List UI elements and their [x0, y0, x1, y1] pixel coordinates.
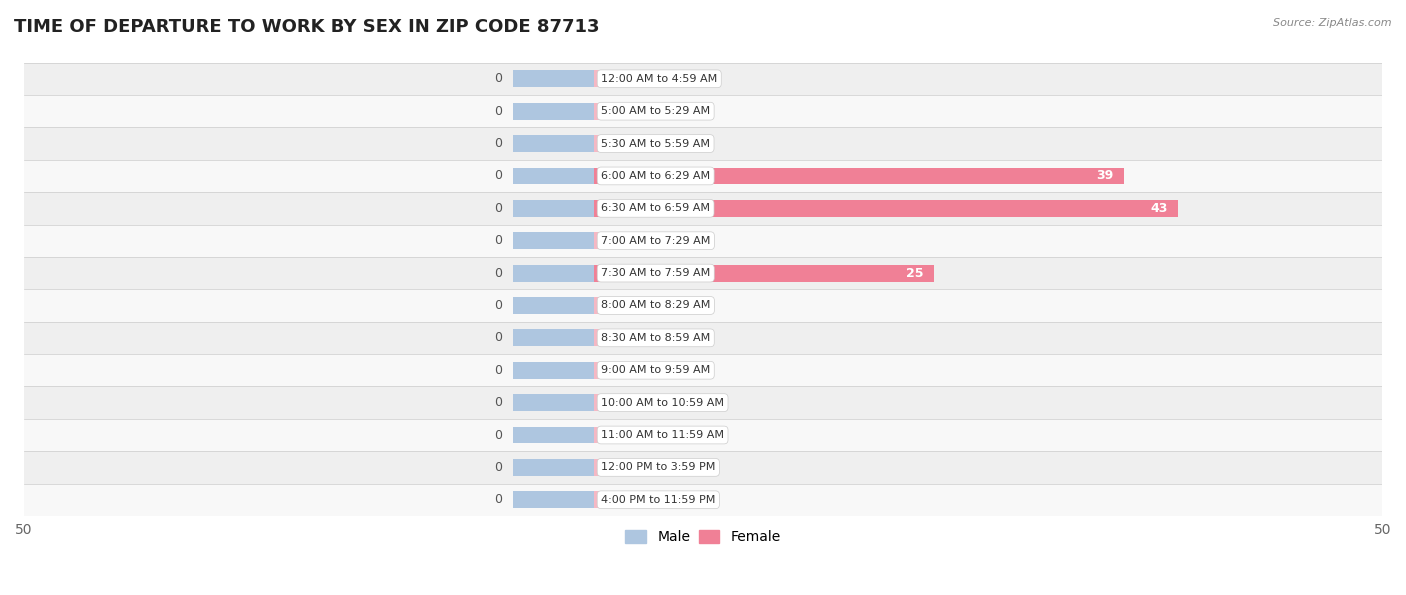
Text: 0: 0 — [494, 267, 502, 280]
Text: 0: 0 — [494, 234, 502, 247]
Text: 39: 39 — [1097, 170, 1114, 183]
Text: 0: 0 — [666, 137, 675, 150]
Bar — [513, 459, 595, 476]
Bar — [595, 491, 655, 508]
Bar — [595, 168, 1125, 184]
Bar — [595, 265, 934, 281]
Text: 0: 0 — [666, 493, 675, 506]
Bar — [513, 103, 595, 120]
Text: 0: 0 — [666, 428, 675, 441]
Text: 0: 0 — [494, 105, 502, 118]
Bar — [595, 297, 655, 314]
Bar — [595, 394, 655, 411]
Text: 6:30 AM to 6:59 AM: 6:30 AM to 6:59 AM — [602, 203, 710, 214]
Text: 7:00 AM to 7:29 AM: 7:00 AM to 7:29 AM — [602, 236, 710, 246]
Bar — [513, 330, 595, 346]
Text: 0: 0 — [494, 137, 502, 150]
Bar — [595, 200, 1178, 217]
Bar — [24, 224, 1382, 257]
Bar — [595, 232, 655, 249]
Text: 0: 0 — [494, 428, 502, 441]
Text: 5:00 AM to 5:29 AM: 5:00 AM to 5:29 AM — [602, 106, 710, 116]
Text: 7:30 AM to 7:59 AM: 7:30 AM to 7:59 AM — [602, 268, 710, 278]
Bar — [595, 330, 655, 346]
Text: 0: 0 — [494, 331, 502, 345]
Bar — [24, 451, 1382, 484]
Text: 0: 0 — [666, 234, 675, 247]
Bar — [24, 95, 1382, 127]
Bar — [595, 362, 655, 378]
Legend: Male, Female: Male, Female — [620, 525, 786, 550]
Text: 0: 0 — [494, 396, 502, 409]
Bar — [24, 62, 1382, 95]
Bar — [513, 135, 595, 152]
Text: 5:30 AM to 5:59 AM: 5:30 AM to 5:59 AM — [602, 139, 710, 149]
Text: 0: 0 — [666, 105, 675, 118]
Bar — [24, 419, 1382, 451]
Bar — [24, 257, 1382, 289]
Text: 0: 0 — [494, 299, 502, 312]
Text: 0: 0 — [666, 331, 675, 345]
Text: 6:00 AM to 6:29 AM: 6:00 AM to 6:29 AM — [602, 171, 710, 181]
Bar — [513, 232, 595, 249]
Bar — [24, 322, 1382, 354]
Text: 0: 0 — [494, 202, 502, 215]
Text: 25: 25 — [905, 267, 924, 280]
Bar — [24, 386, 1382, 419]
Text: 12:00 PM to 3:59 PM: 12:00 PM to 3:59 PM — [602, 462, 716, 472]
Text: TIME OF DEPARTURE TO WORK BY SEX IN ZIP CODE 87713: TIME OF DEPARTURE TO WORK BY SEX IN ZIP … — [14, 18, 599, 36]
Bar — [24, 159, 1382, 192]
Text: 0: 0 — [494, 364, 502, 377]
Text: 0: 0 — [494, 170, 502, 183]
Bar — [513, 362, 595, 378]
Text: 4:00 PM to 11:59 PM: 4:00 PM to 11:59 PM — [602, 495, 716, 505]
Text: 10:00 AM to 10:59 AM: 10:00 AM to 10:59 AM — [602, 397, 724, 408]
Text: 8:30 AM to 8:59 AM: 8:30 AM to 8:59 AM — [602, 333, 710, 343]
Bar — [595, 459, 655, 476]
Bar — [595, 427, 655, 443]
Text: 0: 0 — [666, 461, 675, 474]
Bar — [513, 427, 595, 443]
Bar — [24, 192, 1382, 224]
Text: 0: 0 — [494, 72, 502, 85]
Bar — [595, 70, 655, 87]
Bar — [513, 168, 595, 184]
Text: Source: ZipAtlas.com: Source: ZipAtlas.com — [1274, 18, 1392, 28]
Text: 0: 0 — [666, 299, 675, 312]
Bar — [513, 70, 595, 87]
Text: 43: 43 — [1150, 202, 1167, 215]
Text: 9:00 AM to 9:59 AM: 9:00 AM to 9:59 AM — [602, 365, 710, 375]
Bar — [513, 394, 595, 411]
Bar — [513, 297, 595, 314]
Text: 0: 0 — [494, 461, 502, 474]
Bar — [595, 103, 655, 120]
Text: 11:00 AM to 11:59 AM: 11:00 AM to 11:59 AM — [602, 430, 724, 440]
Text: 0: 0 — [666, 364, 675, 377]
Bar — [513, 200, 595, 217]
Text: 0: 0 — [666, 396, 675, 409]
Text: 0: 0 — [666, 72, 675, 85]
Bar — [513, 265, 595, 281]
Text: 12:00 AM to 4:59 AM: 12:00 AM to 4:59 AM — [602, 74, 717, 84]
Text: 8:00 AM to 8:29 AM: 8:00 AM to 8:29 AM — [602, 300, 710, 311]
Bar — [513, 491, 595, 508]
Bar — [24, 354, 1382, 386]
Bar — [24, 289, 1382, 322]
Text: 0: 0 — [494, 493, 502, 506]
Bar — [24, 127, 1382, 159]
Bar — [24, 484, 1382, 516]
Bar — [595, 135, 655, 152]
